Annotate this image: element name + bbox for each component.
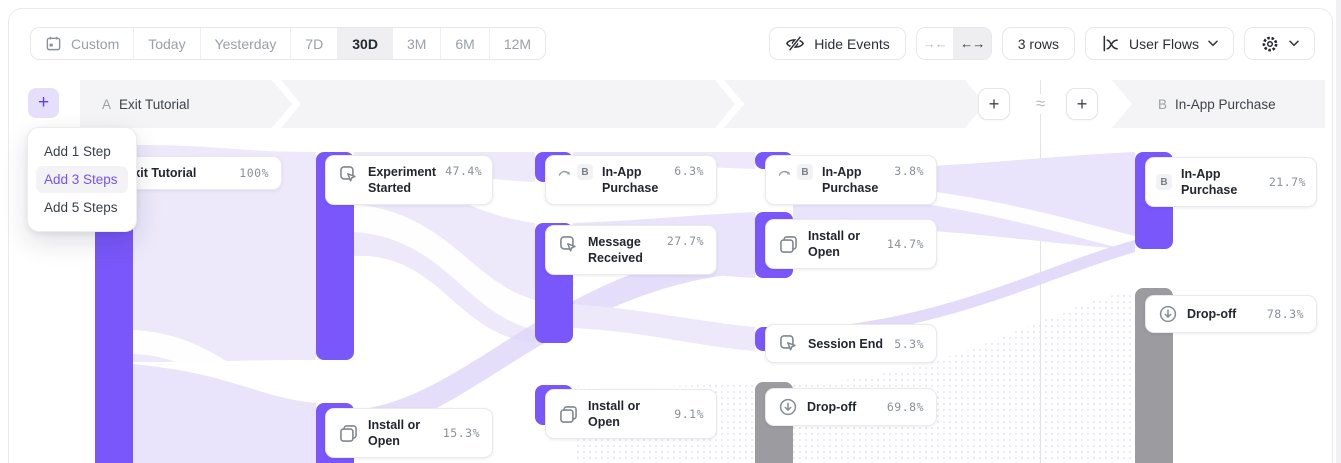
- date-range-3m[interactable]: 3M: [393, 28, 442, 59]
- toolbar-right: Hide Events →← ←→ 3 rows User Flows: [769, 27, 1315, 60]
- date-range-today[interactable]: Today: [134, 28, 201, 59]
- chevron-down-icon: [1208, 40, 1218, 47]
- date-range-30d[interactable]: 30D: [338, 28, 393, 59]
- date-range-picker: Custom Today Yesterday 7D 30D 3M 6M 12M: [30, 27, 547, 60]
- gap-approx-symbol: ≈: [1028, 94, 1053, 114]
- drop-off-icon: [778, 397, 798, 417]
- event-icon: [778, 333, 799, 354]
- add-column-right-button[interactable]: +: [1066, 88, 1098, 120]
- flow-node-exit-tutorial[interactable]: Exit Tutorial 100%: [112, 156, 282, 190]
- hide-events-button[interactable]: Hide Events: [769, 27, 906, 60]
- event-icon: [338, 164, 359, 185]
- goal-b-badge: B: [797, 164, 813, 180]
- add-column-left-button[interactable]: +: [978, 88, 1010, 120]
- flow-node-message-received[interactable]: Message Received 27.7%: [545, 225, 717, 275]
- journey-gap-divider: [1040, 80, 1041, 463]
- eye-off-icon: [786, 35, 805, 52]
- screens-icon: [778, 234, 799, 255]
- menu-item-add-5-steps[interactable]: Add 5 Steps: [44, 200, 118, 215]
- goal-b-badge: B: [1156, 174, 1172, 190]
- screens-icon: [558, 404, 579, 425]
- flow-node-install-or-open[interactable]: Install or Open 15.3%: [325, 408, 493, 458]
- gear-icon: [1262, 36, 1278, 51]
- step-column-header: [724, 80, 985, 128]
- date-range-6m[interactable]: 6M: [441, 28, 490, 59]
- expand-columns-icon[interactable]: ←→: [953, 28, 991, 59]
- flow-node-in-app-purchase[interactable]: B In-App Purchase 6.3%: [545, 155, 717, 205]
- flow-node-in-app-purchase[interactable]: B In-App Purchase 3.8%: [765, 155, 937, 205]
- add-step-menu: Add 1 Step Add 3 Steps Add 5 Steps: [27, 127, 137, 232]
- step-column-header: [281, 80, 480, 128]
- screens-icon: [338, 423, 359, 444]
- rows-button[interactable]: 3 rows: [1001, 27, 1075, 60]
- drop-off-icon: [1158, 304, 1178, 324]
- settings-button[interactable]: [1244, 27, 1315, 60]
- chevron-down-icon: [1289, 40, 1299, 47]
- column-width-toggle: →← ←→: [915, 27, 992, 60]
- date-range-custom[interactable]: Custom: [31, 28, 135, 59]
- add-step-button[interactable]: +: [28, 88, 59, 118]
- step-a-header[interactable]: A Exit Tutorial: [80, 80, 292, 128]
- menu-item-add-3-steps[interactable]: Add 3 Steps: [36, 166, 128, 193]
- date-range-yesterday[interactable]: Yesterday: [201, 28, 292, 59]
- flow-node-install-or-open[interactable]: Install or Open 14.7%: [765, 219, 937, 269]
- date-range-7d[interactable]: 7D: [291, 28, 339, 59]
- user-flows-icon: [1103, 35, 1118, 52]
- flow-node-experiment-started[interactable]: Experiment Started 47.4%: [325, 155, 493, 205]
- collapse-columns-icon[interactable]: →←: [917, 28, 954, 59]
- step-a-title: A Exit Tutorial: [102, 96, 190, 112]
- flow-node-session-end[interactable]: Session End 5.3%: [765, 324, 937, 363]
- goal-arrow-icon: [778, 170, 791, 176]
- step-b-header[interactable]: B In-App Purchase: [1112, 80, 1325, 128]
- date-range-12m[interactable]: 12M: [503, 35, 532, 52]
- flow-node-in-app-purchase-b[interactable]: B In-App Purchase 21.7%: [1145, 157, 1317, 207]
- flow-node-drop-off[interactable]: Drop-off 69.8%: [765, 388, 937, 426]
- flow-node-drop-off-b[interactable]: Drop-off 78.3%: [1145, 295, 1317, 333]
- menu-item-add-1-step[interactable]: Add 1 Step: [44, 144, 111, 159]
- step-column-header: [449, 80, 735, 128]
- view-selector-button[interactable]: User Flows: [1084, 27, 1234, 60]
- calendar-icon: [46, 36, 61, 51]
- flow-node-install-or-open[interactable]: Install or Open 9.1%: [545, 389, 717, 439]
- right-edge-strip: [1336, 0, 1341, 463]
- goal-b-badge: B: [577, 164, 593, 180]
- step-b-title: B In-App Purchase: [1158, 96, 1276, 112]
- goal-arrow-icon: [558, 170, 571, 176]
- event-icon: [558, 234, 579, 255]
